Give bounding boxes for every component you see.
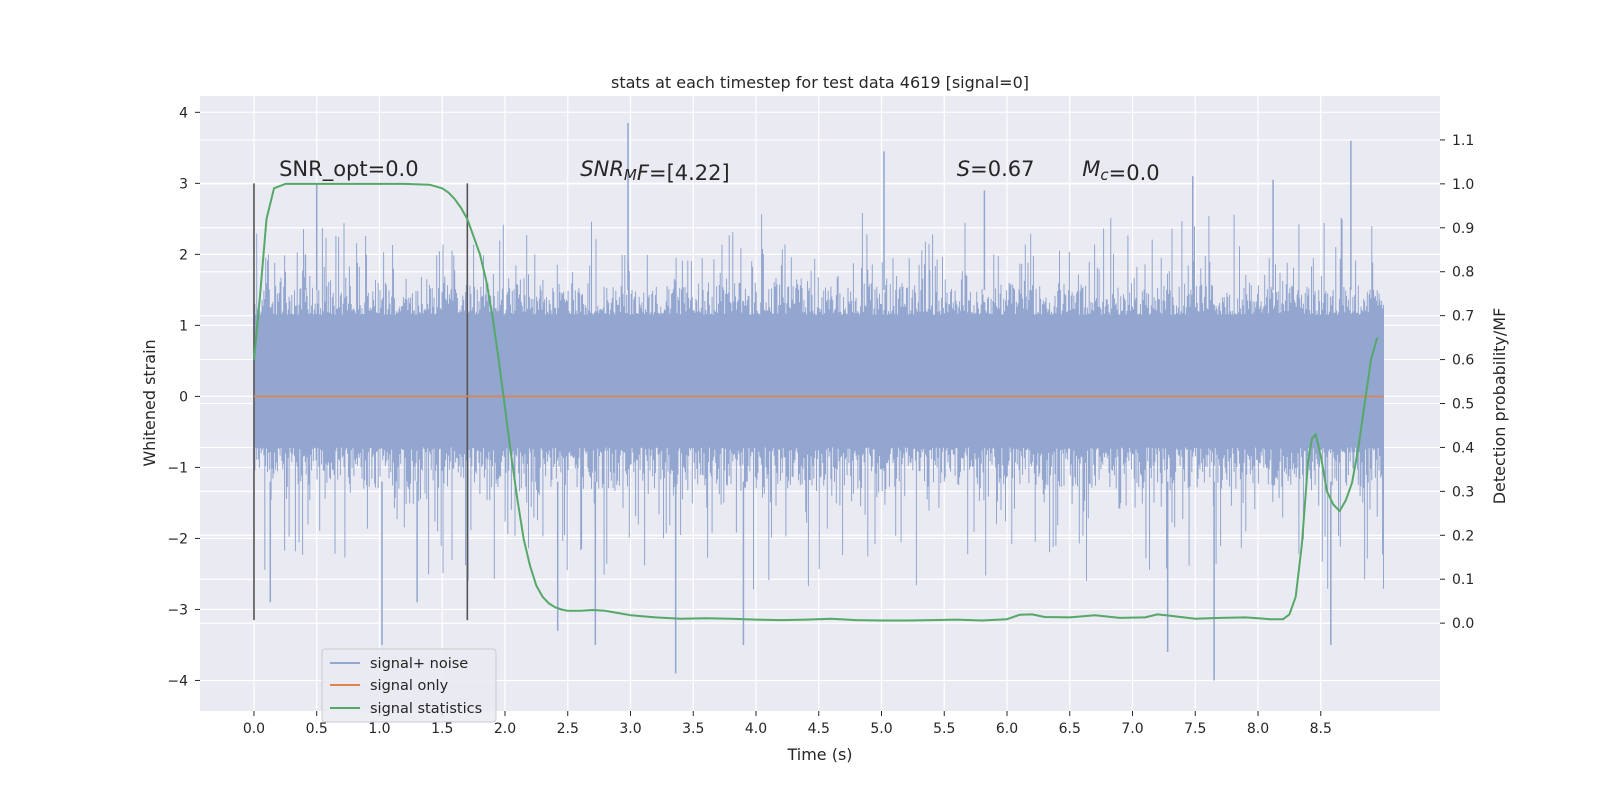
- legend-label-signal-plus-noise: signal+ noise: [370, 656, 468, 672]
- x-axis-label: Time (s): [786, 745, 852, 764]
- vertical-markers: [253, 183, 469, 621]
- y-left-tick-label: −3: [167, 602, 188, 618]
- x-tick-label: 0.0: [243, 721, 265, 737]
- x-tick-label: 3.0: [619, 721, 641, 737]
- y-axis-left-ticks: 4 3 2 1 0 −1 −2 −3 −4: [167, 105, 200, 689]
- x-tick-label: 2.0: [494, 721, 516, 737]
- y-left-tick-label: −4: [167, 673, 188, 689]
- series-signal-plus-noise: [253, 122, 1384, 681]
- y-right-tick-label: 0.0: [1452, 616, 1474, 632]
- annotation-text: SNRMF=[4.22]: [580, 157, 729, 185]
- x-tick-label: 6.5: [1059, 721, 1081, 737]
- y-left-tick-label: −2: [167, 531, 188, 547]
- x-tick-label: 7.0: [1121, 721, 1143, 737]
- y-axis-right-ticks: 1.1 1.0 0.9 0.8 0.7 0.6 0.5 0.4 0.3 0.2 0.1 0.0: [1440, 133, 1474, 632]
- x-tick-label: 5.5: [933, 721, 955, 737]
- annotation-text: S=0.67: [957, 157, 1035, 181]
- y-left-tick-label: 4: [179, 105, 188, 121]
- y-right-tick-label: 0.2: [1452, 528, 1474, 544]
- y-left-tick-label: 2: [179, 247, 188, 263]
- y-left-tick-label: 0: [179, 389, 188, 405]
- y-left-tick-label: 1: [179, 318, 188, 334]
- legend-label-signal-only: signal only: [370, 678, 449, 694]
- y-right-tick-label: 0.7: [1452, 309, 1474, 325]
- legend-box: [321, 648, 497, 723]
- y-right-tick-label: 0.8: [1452, 265, 1474, 281]
- legend-label-signal-statistics: signal statistics: [370, 701, 482, 717]
- y-right-tick-label: 0.5: [1452, 397, 1474, 413]
- y-right-tick-label: 0.4: [1452, 440, 1474, 456]
- y-right-tick-label: 0.9: [1452, 221, 1474, 237]
- x-tick-label: 5.0: [870, 721, 892, 737]
- y-right-tick-label: 0.1: [1452, 572, 1474, 588]
- x-tick-label: 4.0: [745, 721, 767, 737]
- x-tick-label: 8.0: [1247, 721, 1269, 737]
- x-tick-label: 2.5: [557, 721, 579, 737]
- y-left-tick-label: 3: [179, 176, 188, 192]
- x-tick-label: 8.5: [1310, 721, 1332, 737]
- x-tick-label: 4.5: [808, 721, 830, 737]
- chart-title: stats at each timestep for test data 461…: [611, 73, 1029, 92]
- annotation-text: SNR_opt=0.0: [279, 157, 419, 182]
- x-tick-label: 0.5: [306, 721, 328, 737]
- x-tick-label: 1.5: [431, 721, 453, 737]
- signal-statistics-line: [253, 182, 1379, 622]
- series-signal-statistics: [253, 182, 1379, 622]
- x-axis-ticks: 0.0 0.5 1.0 1.5 2.0 2.5 3.0 3.5 4.0 4.5 5.0 5.5 6.0 6…: [243, 711, 1332, 737]
- y-right-tick-label: 1.0: [1452, 177, 1474, 193]
- y-axis-right-label: Detection probability/MF: [1490, 308, 1509, 505]
- x-tick-label: 7.5: [1184, 721, 1206, 737]
- y-right-tick-label: 1.1: [1452, 133, 1474, 149]
- annotation-text: Mc=0.0: [1082, 157, 1159, 185]
- x-tick-label: 6.0: [996, 721, 1018, 737]
- y-right-tick-label: 0.3: [1452, 484, 1474, 500]
- x-tick-label: 3.5: [682, 721, 704, 737]
- legend: signal+ noise signal only signal statist…: [321, 648, 497, 723]
- annotations: SNR_opt=0.0 SNRMF=[4.22] S=0.67 Mc=0.0: [279, 157, 1160, 185]
- x-tick-label: 1.0: [368, 721, 390, 737]
- y-right-tick-label: 0.6: [1452, 353, 1474, 369]
- y-axis-left-label: Whitened strain: [140, 339, 159, 466]
- y-left-tick-label: −1: [167, 460, 188, 476]
